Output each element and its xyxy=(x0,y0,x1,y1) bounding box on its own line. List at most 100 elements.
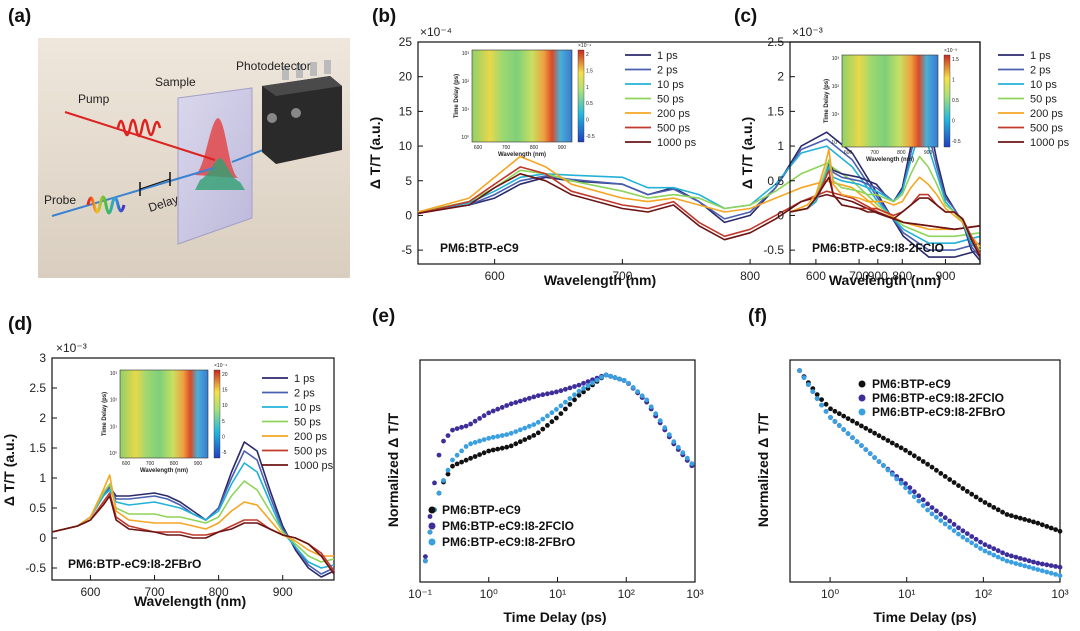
data-point-PM6-BTP-eC9 xyxy=(540,426,546,432)
data-point-PM6-BTP-eC9-I8-2FClO xyxy=(576,382,582,388)
data-point-PM6-BTP-eC9-I8-2FClO xyxy=(978,539,983,545)
data-point-PM6-BTP-eC9 xyxy=(1009,513,1014,519)
data-point-PM6-BTP-eC9-I8-2FBrO xyxy=(549,410,555,416)
data-point-PM6-BTP-eC9-I8-2FClO xyxy=(1009,553,1014,559)
sample-label: PM6:BTP-eC9 xyxy=(440,241,519,255)
data-point-PM6-BTP-eC9-I8-2FClO xyxy=(1031,559,1036,565)
y-tick-label: -5 xyxy=(401,243,412,257)
data-point-PM6-BTP-eC9-I8-2FBrO xyxy=(819,402,824,408)
data-point-PM6-BTP-eC9-I8-2FClO xyxy=(973,536,979,542)
legend-label: 2 ps xyxy=(294,388,315,400)
data-point-PM6-BTP-eC9-I8-2FBrO xyxy=(810,389,816,394)
inset-y-tick: 10¹ xyxy=(832,112,840,118)
data-point-PM6-BTP-eC9-I8-2FClO xyxy=(450,427,455,433)
chart-e: 10⁻¹ 10⁰ 10¹ 10² 10³ Time Delay (ps) Normalize… xyxy=(385,359,704,625)
data-point-PM6-BTP-eC9-I8-2FBrO xyxy=(423,558,428,564)
data-point-PM6-BTP-eC9-I8-2FClO xyxy=(436,452,442,458)
data-point-PM6-BTP-eC9-I8-2FClO xyxy=(535,393,541,398)
legend-label: 1 ps xyxy=(657,50,678,62)
data-point-PM6-BTP-eC9-I8-2FBrO xyxy=(964,537,970,543)
x-tick-label: 800 xyxy=(892,269,912,283)
data-point-PM6-BTP-eC9-I8-2FBrO xyxy=(1026,564,1032,570)
inset-x-label: Wavelength (nm) xyxy=(140,468,188,474)
data-point-PM6-BTP-eC9-I8-2FClO xyxy=(907,485,913,491)
data-point-PM6-BTP-eC9 xyxy=(513,441,519,447)
legend-label: 1000 ps xyxy=(1030,137,1070,149)
x-tick-label: 600 xyxy=(806,269,826,283)
data-point-PM6-BTP-eC9-I8-2FClO xyxy=(1026,558,1032,564)
data-point-PM6-BTP-eC9 xyxy=(522,437,528,442)
inset-colorbar-multiplier: ×10⁻⁴ xyxy=(214,363,227,369)
data-point-PM6-BTP-eC9-I8-2FBrO xyxy=(934,514,939,520)
y-tick-label: 2 xyxy=(777,70,784,84)
data-point-PM6-BTP-eC9 xyxy=(969,491,975,497)
data-point-PM6-BTP-eC9 xyxy=(854,421,860,426)
data-point-PM6-BTP-eC9-I8-2FBrO xyxy=(841,427,847,432)
data-point-PM6-BTP-eC9 xyxy=(925,461,930,467)
pump-spot xyxy=(195,118,238,178)
x-axis-label: Time Delay (ps) xyxy=(873,609,976,625)
legend-label: 200 ps xyxy=(657,108,691,120)
data-point-PM6-BTP-eC9 xyxy=(934,467,939,473)
series-line-2ps xyxy=(51,450,335,575)
legend-label: 1 ps xyxy=(294,373,315,385)
data-point-PM6-BTP-eC9-I8-2FBrO xyxy=(1053,572,1058,577)
data-point-PM6-BTP-eC9 xyxy=(581,389,586,395)
data-point-PM6-BTP-eC9-I8-2FClO xyxy=(540,392,546,398)
inset-colorbar-tick: 1.5 xyxy=(586,68,593,74)
plot-frame xyxy=(51,357,335,581)
data-point-PM6-BTP-eC9-I8-2FClO xyxy=(490,408,496,414)
data-point-PM6-BTP-eC9 xyxy=(907,450,913,456)
data-point-PM6-BTP-eC9 xyxy=(499,445,505,451)
data-point-PM6-BTP-eC9-I8-2FBrO xyxy=(572,392,577,398)
data-point-PM6-BTP-eC9 xyxy=(819,397,824,402)
data-point-PM6-BTP-eC9-I8-2FBrO xyxy=(929,511,935,517)
data-point-PM6-BTP-eC9-I8-2FClO xyxy=(517,398,523,404)
inset-colorbar xyxy=(943,54,951,148)
data-point-PM6-BTP-eC9-I8-2FBrO xyxy=(1048,570,1054,576)
data-point-PM6-BTP-eC9 xyxy=(889,440,895,446)
x-tick-label: 10⁰ xyxy=(480,587,498,601)
data-point-PM6-BTP-eC9-I8-2FClO xyxy=(929,505,935,510)
data-point-PM6-BTP-eC9-I8-2FBrO xyxy=(450,457,455,463)
data-point-PM6-BTP-eC9-I8-2FBrO xyxy=(894,476,900,482)
y-tick-label: 10 xyxy=(399,139,413,153)
data-point-PM6-BTP-eC9-I8-2FBrO xyxy=(621,378,627,383)
data-point-PM6-BTP-eC9-I8-2FBrO xyxy=(522,425,528,431)
data-point-PM6-BTP-eC9-I8-2FClO xyxy=(1000,550,1005,556)
legend-label: 10 ps xyxy=(294,402,321,414)
legend-label: 500 ps xyxy=(294,446,328,458)
data-point-PM6-BTP-eC9-I8-2FClO xyxy=(1017,556,1023,561)
data-point-PM6-BTP-eC9 xyxy=(938,471,944,476)
data-point-PM6-BTP-eC9 xyxy=(814,392,820,397)
data-point-PM6-BTP-eC9-I8-2FClO xyxy=(1044,562,1050,568)
x-axis-label: Wavelength (nm) xyxy=(134,593,246,609)
data-point-PM6-BTP-eC9-I8-2FClO xyxy=(934,508,939,514)
data-point-PM6-BTP-eC9 xyxy=(836,411,842,417)
data-point-PM6-BTP-eC9 xyxy=(454,461,460,467)
data-point-PM6-BTP-eC9-I8-2FBrO xyxy=(942,521,948,527)
data-point-PM6-BTP-eC9 xyxy=(1053,527,1058,532)
inset-y-tick: 10³ xyxy=(832,56,840,62)
data-point-PM6-BTP-eC9-I8-2FClO xyxy=(585,379,591,384)
data-point-PM6-BTP-eC9 xyxy=(982,500,988,505)
data-point-PM6-BTP-eC9 xyxy=(531,433,537,438)
y-axis-multiplier: ×10⁻³ xyxy=(56,341,87,355)
data-point-PM6-BTP-eC9-I8-2FBrO xyxy=(563,399,568,405)
data-point-PM6-BTP-eC9-I8-2FBrO xyxy=(666,432,672,438)
data-point-PM6-BTP-eC9 xyxy=(911,453,917,459)
data-point-PM6-BTP-eC9 xyxy=(920,459,926,464)
data-point-PM6-BTP-eC9-I8-2FClO xyxy=(947,518,953,524)
x-tick-label: 10⁰ xyxy=(821,587,839,601)
legend-label: 1000 ps xyxy=(294,460,334,472)
probe-pulse xyxy=(86,195,126,215)
data-point-PM6-BTP-eC9-I8-2FBrO xyxy=(653,411,659,417)
series-line-1000ps xyxy=(51,495,335,575)
y-tick-label: -0.5 xyxy=(25,561,46,575)
inset-heatmap xyxy=(841,54,939,148)
data-point-PM6-BTP-eC9-I8-2FBrO xyxy=(639,393,645,399)
y-axis-multiplier: ×10⁻⁴ xyxy=(420,25,452,39)
data-point-PM6-BTP-eC9-I8-2FBrO xyxy=(531,422,537,427)
